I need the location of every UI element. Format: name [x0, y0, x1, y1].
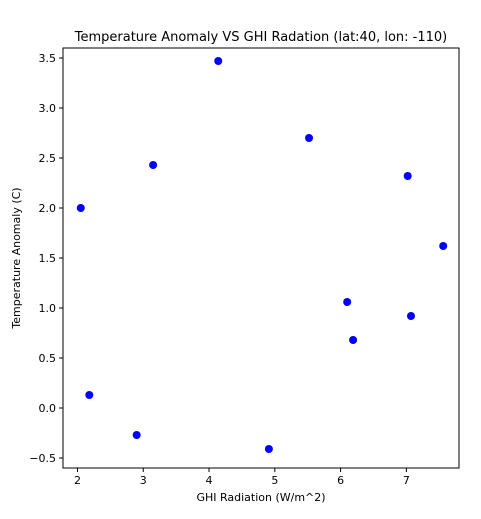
data-point-11 — [406, 312, 415, 320]
x-tick-label: 6 — [337, 474, 344, 487]
y-tick-label: 3.0 — [39, 102, 57, 115]
y-tick-label: 0.5 — [39, 352, 57, 365]
data-point-4 — [149, 161, 158, 169]
y-axis-label: Temperature Anomaly (C) — [10, 187, 23, 329]
data-points — [76, 57, 448, 453]
data-point-3 — [132, 431, 141, 439]
x-tick-label: 4 — [206, 474, 213, 487]
x-tick-label: 2 — [74, 474, 81, 487]
data-point-5 — [214, 57, 223, 65]
x-tick-label: 5 — [271, 474, 278, 487]
data-point-8 — [343, 298, 352, 306]
data-point-9 — [349, 336, 358, 344]
x-axis-label: GHI Radiation (W/m^2) — [196, 491, 325, 504]
data-point-12 — [439, 242, 448, 250]
data-point-10 — [403, 172, 412, 180]
y-tick-label: 3.5 — [39, 52, 57, 65]
x-tick-label: 3 — [140, 474, 147, 487]
y-tick-label: −0.5 — [29, 452, 56, 465]
y-axis-ticks: −0.5 0.0 0.5 1.0 1.5 2.0 2.5 3.0 3.5 — [29, 52, 63, 465]
data-point-7 — [305, 134, 314, 142]
data-point-1 — [76, 204, 85, 212]
x-axis-ticks: 2 3 4 5 6 7 — [74, 468, 410, 487]
y-tick-label: 2.0 — [39, 202, 57, 215]
y-tick-label: 0.0 — [39, 402, 57, 415]
y-tick-label: 1.5 — [39, 252, 57, 265]
data-point-2 — [85, 391, 94, 399]
x-tick-label: 7 — [403, 474, 410, 487]
plot-area-frame — [62, 47, 460, 469]
y-tick-label: 1.0 — [39, 302, 57, 315]
data-point-6 — [264, 445, 273, 453]
chart-title: Temperature Anomaly VS GHI Radation (lat… — [74, 30, 448, 45]
y-tick-label: 2.5 — [39, 152, 57, 165]
